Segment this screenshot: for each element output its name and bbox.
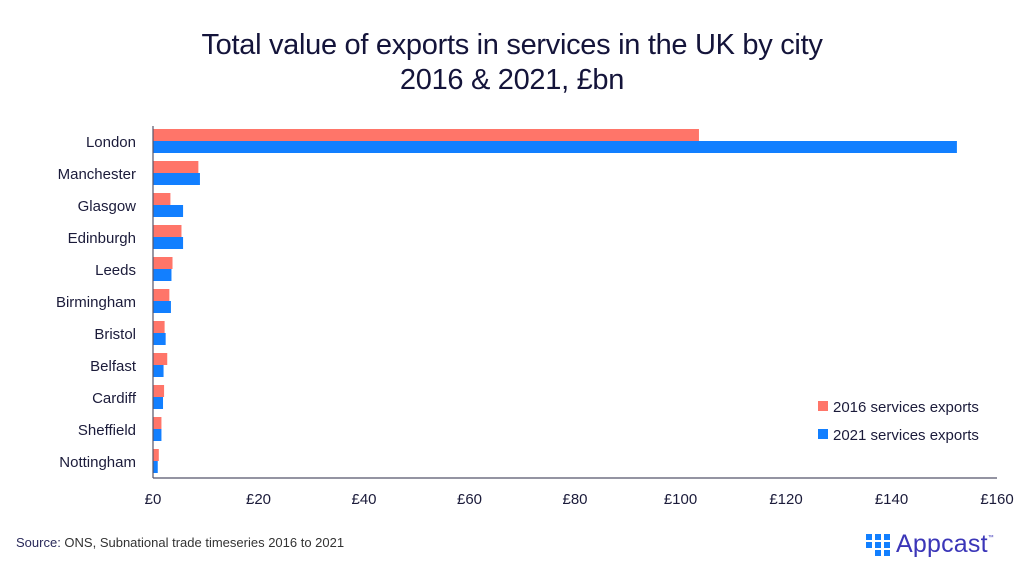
x-tick-label: £120 bbox=[769, 491, 802, 508]
chart-subtitle: 2016 & 2021, £bn bbox=[399, 64, 625, 96]
bar-2016-leeds bbox=[153, 257, 173, 269]
bar-2016-birmingham bbox=[153, 289, 170, 301]
category-label: London bbox=[86, 134, 136, 151]
category-label: Sheffield bbox=[78, 422, 136, 439]
legend-label-2021: 2021 services exports bbox=[833, 427, 979, 444]
category-label: Birmingham bbox=[56, 294, 136, 311]
bar-2016-manchester bbox=[153, 161, 199, 173]
bar-2021-bristol bbox=[153, 333, 166, 345]
category-label: Bristol bbox=[94, 326, 136, 343]
appcast-logo: Appcast ™ bbox=[866, 530, 994, 559]
source-label: Source: bbox=[16, 535, 61, 550]
bar-2021-birmingham bbox=[153, 301, 171, 313]
bar-2016-cardiff bbox=[153, 385, 165, 397]
x-tick-label: £20 bbox=[246, 491, 271, 508]
legend-swatch-2016 bbox=[818, 401, 828, 411]
x-tick-label: £100 bbox=[664, 491, 697, 508]
bar-2016-nottingham bbox=[153, 449, 159, 461]
source-note: Source: ONS, Subnational trade timeserie… bbox=[16, 535, 344, 550]
source-text: ONS, Subnational trade timeseries 2016 t… bbox=[60, 535, 345, 550]
x-tick-label: £140 bbox=[875, 491, 908, 508]
x-tick-label: £80 bbox=[562, 491, 587, 508]
category-label: Belfast bbox=[90, 358, 137, 375]
bar-2016-london bbox=[153, 129, 699, 141]
bar-2021-manchester bbox=[153, 173, 200, 185]
x-tick-label: £40 bbox=[351, 491, 376, 508]
category-label: Cardiff bbox=[92, 390, 137, 407]
brand-name: Appcast bbox=[896, 530, 988, 558]
bar-2021-cardiff bbox=[153, 397, 164, 409]
bar-2021-edinburgh bbox=[153, 237, 184, 249]
bar-2021-leeds bbox=[153, 269, 172, 281]
category-label: Glasgow bbox=[78, 198, 137, 215]
category-label: Manchester bbox=[58, 166, 136, 183]
bar-2016-belfast bbox=[153, 353, 168, 365]
legend-swatch-2021 bbox=[818, 429, 828, 439]
x-tick-label: £160 bbox=[980, 491, 1013, 508]
bar-2021-belfast bbox=[153, 365, 164, 377]
bar-2016-sheffield bbox=[153, 417, 162, 429]
bar-2021-sheffield bbox=[153, 429, 162, 441]
bar-2016-edinburgh bbox=[153, 225, 182, 237]
chart-title-line1: Total value of exports in services in th… bbox=[201, 29, 823, 61]
x-tick-label: £0 bbox=[145, 491, 162, 508]
bar-2021-london bbox=[153, 141, 957, 153]
x-tick-label: £60 bbox=[457, 491, 482, 508]
brand-trademark: ™ bbox=[987, 535, 994, 541]
bar-2021-glasgow bbox=[153, 205, 184, 217]
bar-2016-glasgow bbox=[153, 193, 171, 205]
legend-label-2016: 2016 services exports bbox=[833, 399, 979, 416]
category-label: Nottingham bbox=[59, 454, 136, 471]
category-label: Edinburgh bbox=[68, 230, 136, 247]
category-label: Leeds bbox=[95, 262, 136, 279]
bar-2021-nottingham bbox=[153, 461, 158, 473]
appcast-dots-icon bbox=[866, 533, 890, 556]
chart-title: Total value of exports in services in th… bbox=[0, 28, 1024, 98]
bar-2016-bristol bbox=[153, 321, 165, 333]
